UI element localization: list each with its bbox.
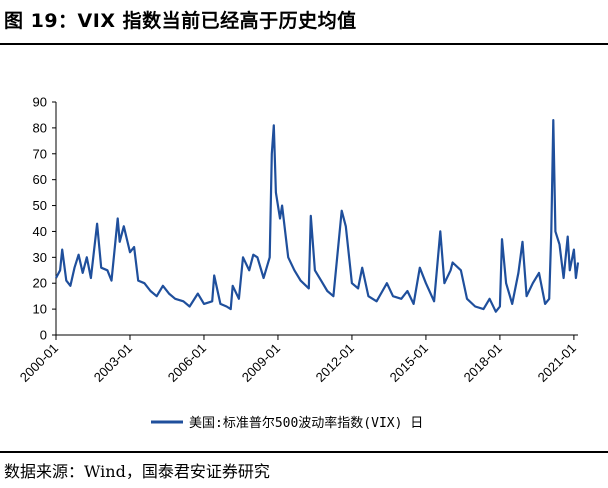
x-tick-label: 2003-01 — [91, 341, 135, 385]
x-tick-label: 2015-01 — [387, 341, 431, 385]
x-tick-label: 2000-01 — [17, 341, 61, 385]
source-note: 数据来源：Wind，国泰君安证券研究 — [4, 462, 270, 481]
chart-title: 图 19：VIX 指数当前已经高于历史均值 — [4, 10, 357, 32]
vix-line-chart: 0 10 20 30 40 50 60 70 80 90 2000-01 2003-01 2006-01… — [17, 95, 580, 431]
top-rule — [0, 43, 608, 45]
x-tick-label: 2021-01 — [535, 341, 579, 385]
x-tick-label: 2018-01 — [461, 341, 505, 385]
y-tick-label: 50 — [33, 198, 47, 213]
y-tick-label: 80 — [33, 120, 47, 135]
y-tick-label: 30 — [33, 250, 47, 265]
y-tick-label: 20 — [33, 276, 47, 291]
y-tick-label: 60 — [33, 172, 47, 187]
y-tick-label: 90 — [33, 95, 47, 110]
series-line-vix — [55, 118, 580, 313]
y-tick-label: 10 — [33, 302, 47, 317]
bottom-rule — [0, 451, 608, 453]
y-tick-label: 40 — [33, 224, 47, 239]
legend-label: 美国:标准普尔500波动率指数(VIX) 日 — [189, 415, 423, 431]
y-tick-label: 70 — [33, 146, 47, 161]
x-tick-label: 2012-01 — [313, 341, 357, 385]
x-tick-label: 2006-01 — [165, 341, 209, 385]
x-tick-label: 2009-01 — [239, 341, 283, 385]
y-tick-label: 0 — [40, 328, 47, 343]
